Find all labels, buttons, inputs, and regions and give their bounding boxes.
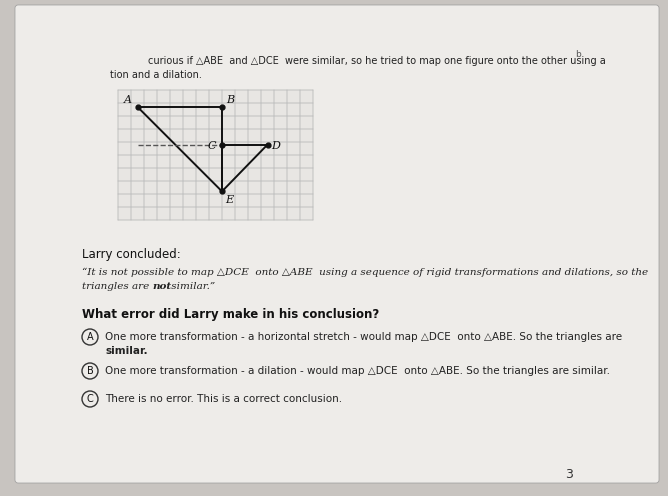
Text: “It is not possible to map △DCE  onto △ABE  using a sequence of rigid transforma: “It is not possible to map △DCE onto △AB… [82,268,648,277]
Text: B: B [226,95,234,105]
Text: similar.”: similar.” [168,282,215,291]
Text: b: b [575,50,580,59]
Text: D: D [271,140,281,151]
Text: not: not [152,282,171,291]
Text: One more transformation - a horizontal stretch - would map △DCE  onto △ABE. So t: One more transformation - a horizontal s… [105,332,622,342]
Text: What error did Larry make in his conclusion?: What error did Larry make in his conclus… [82,308,379,321]
Text: A: A [124,95,132,105]
Text: Larry concluded:: Larry concluded: [82,248,181,261]
Text: C: C [208,140,216,151]
Text: B: B [87,367,94,376]
Text: curious if △ABE  and △DCE  were similar, so he tried to map one figure onto the : curious if △ABE and △DCE were similar, s… [148,56,606,66]
FancyBboxPatch shape [15,5,659,483]
Text: similar.: similar. [105,346,148,356]
Text: C: C [87,394,94,405]
Text: 3: 3 [565,468,573,481]
Bar [118,90,313,220]
Text: There is no error. This is a correct conclusion.: There is no error. This is a correct con… [105,394,342,404]
Text: triangles are: triangles are [82,282,152,291]
Text: tion and a dilation.: tion and a dilation. [110,70,202,80]
Text: E: E [225,195,233,205]
Text: One more transformation - a dilation - would map △DCE  onto △ABE. So the triangl: One more transformation - a dilation - w… [105,366,610,376]
Text: A: A [87,332,94,343]
